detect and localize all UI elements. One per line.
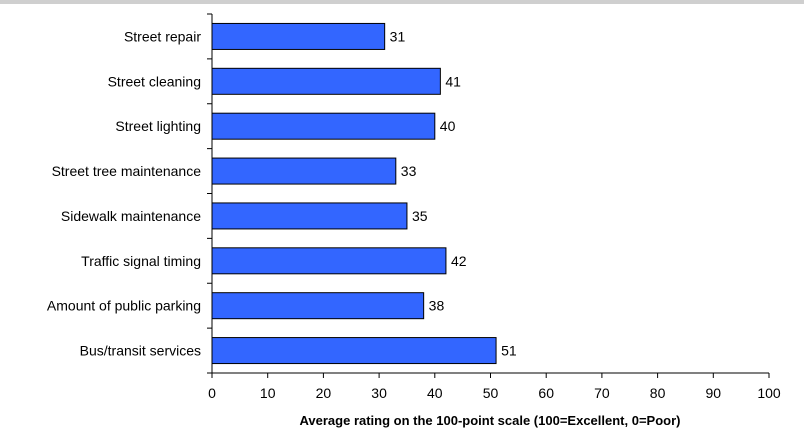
category-label: Street tree maintenance [52,163,202,179]
category-label: Bus/transit services [80,343,201,359]
x-tick-label: 20 [316,385,332,401]
bar [211,67,441,95]
data-label: 31 [390,28,406,44]
x-axis-ticks: 0 10 20 30 40 50 60 70 80 90 100 [208,373,781,401]
data-labels: 31 41 40 33 35 42 38 51 [390,28,517,358]
category-label: Street repair [124,28,201,44]
category-label: Traffic signal timing [81,253,201,269]
category-labels: Street repair Street cleaning Street light… [47,28,201,358]
x-tick-label: 30 [371,385,387,401]
category-label: Amount of public parking [47,298,201,314]
category-label: Street lighting [115,118,201,134]
data-label: 40 [440,118,456,134]
x-tick-label: 90 [706,385,722,401]
x-tick-label: 0 [208,385,216,401]
x-tick-label: 60 [538,385,554,401]
data-label: 41 [445,73,461,89]
bar [211,112,436,140]
data-label: 33 [401,163,417,179]
bar [211,157,397,185]
data-label: 38 [429,298,445,314]
x-tick-label: 70 [594,385,610,401]
bar [211,247,447,275]
category-label: Street cleaning [108,73,201,89]
x-axis-title: Average rating on the 100-point scale (1… [300,413,681,428]
data-label: 42 [451,253,467,269]
category-label: Sidewalk maintenance [61,208,201,224]
bar [211,22,386,50]
data-label: 51 [501,343,517,359]
x-tick-label: 80 [650,385,666,401]
bars [211,22,497,365]
x-tick-label: 40 [427,385,443,401]
x-tick-label: 50 [483,385,499,401]
x-tick-label: 10 [260,385,276,401]
data-label: 35 [412,208,428,224]
x-tick-label: 100 [757,385,781,401]
top-divider [0,0,804,4]
bar [211,337,497,365]
bar [211,292,425,320]
bar [211,202,408,230]
